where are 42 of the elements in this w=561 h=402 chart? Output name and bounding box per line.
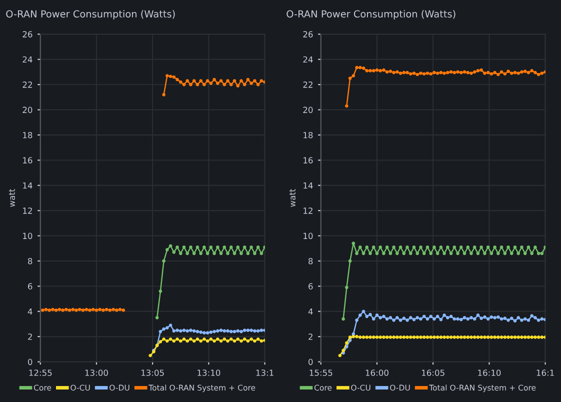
y-tick-label: 20 <box>303 106 313 114</box>
y-tick-label: 20 <box>22 106 32 114</box>
y-tick-label: 14 <box>23 182 32 189</box>
y-tick-label: 26 <box>22 31 32 38</box>
y-tick-label: 10 <box>304 232 313 240</box>
x-tick-label: 13:1 <box>256 370 274 376</box>
chart-title: O-RAN Power Consumption (Watts) <box>286 10 456 20</box>
x-tick-label: 16:1 <box>536 370 554 376</box>
y-tick-label: 14 <box>304 182 313 189</box>
x-tick-label: 13:05 <box>141 370 164 376</box>
y-tick-label: 4 <box>308 308 313 315</box>
y-axis-title: watt <box>9 188 15 207</box>
x-tick-label: 13:00 <box>85 370 108 376</box>
x-tick-label: 16:10 <box>478 370 501 376</box>
y-tick-label: 6 <box>28 283 32 290</box>
y-tick-label: 4 <box>28 308 32 315</box>
y-tick-label: 8 <box>308 258 313 264</box>
y-tick-label: 16 <box>304 157 313 164</box>
x-tick-label: 12:55 <box>29 370 52 376</box>
x-tick-label: 13:10 <box>198 370 220 376</box>
y-tick-label: 12 <box>23 208 32 214</box>
y-tick-label: 24 <box>22 56 32 63</box>
x-tick-label: 15:55 <box>310 370 332 376</box>
y-tick-label: 6 <box>308 283 313 290</box>
y-tick-label: 8 <box>28 258 32 264</box>
y-tick-label: 10 <box>23 232 32 240</box>
y-tick-label: 2 <box>308 334 312 340</box>
y-tick-label: 22 <box>303 82 312 88</box>
y-tick-label: 2 <box>28 334 32 340</box>
y-tick-label: 22 <box>22 82 32 88</box>
y-tick-label: 24 <box>303 56 313 63</box>
y-axis-title: watt <box>290 188 296 207</box>
y-tick-label: 18 <box>304 132 313 138</box>
y-tick-label: 16 <box>23 157 32 164</box>
y-tick-label: 0 <box>308 358 313 366</box>
y-tick-label: 0 <box>28 358 32 366</box>
y-tick-label: 26 <box>303 31 313 38</box>
chart-title: O-RAN Power Consumption (Watts) <box>6 10 175 20</box>
x-tick-label: 16:05 <box>422 370 444 376</box>
y-tick-label: 12 <box>304 208 312 214</box>
x-tick-label: 16:00 <box>366 370 388 376</box>
y-tick-label: 18 <box>23 132 32 138</box>
